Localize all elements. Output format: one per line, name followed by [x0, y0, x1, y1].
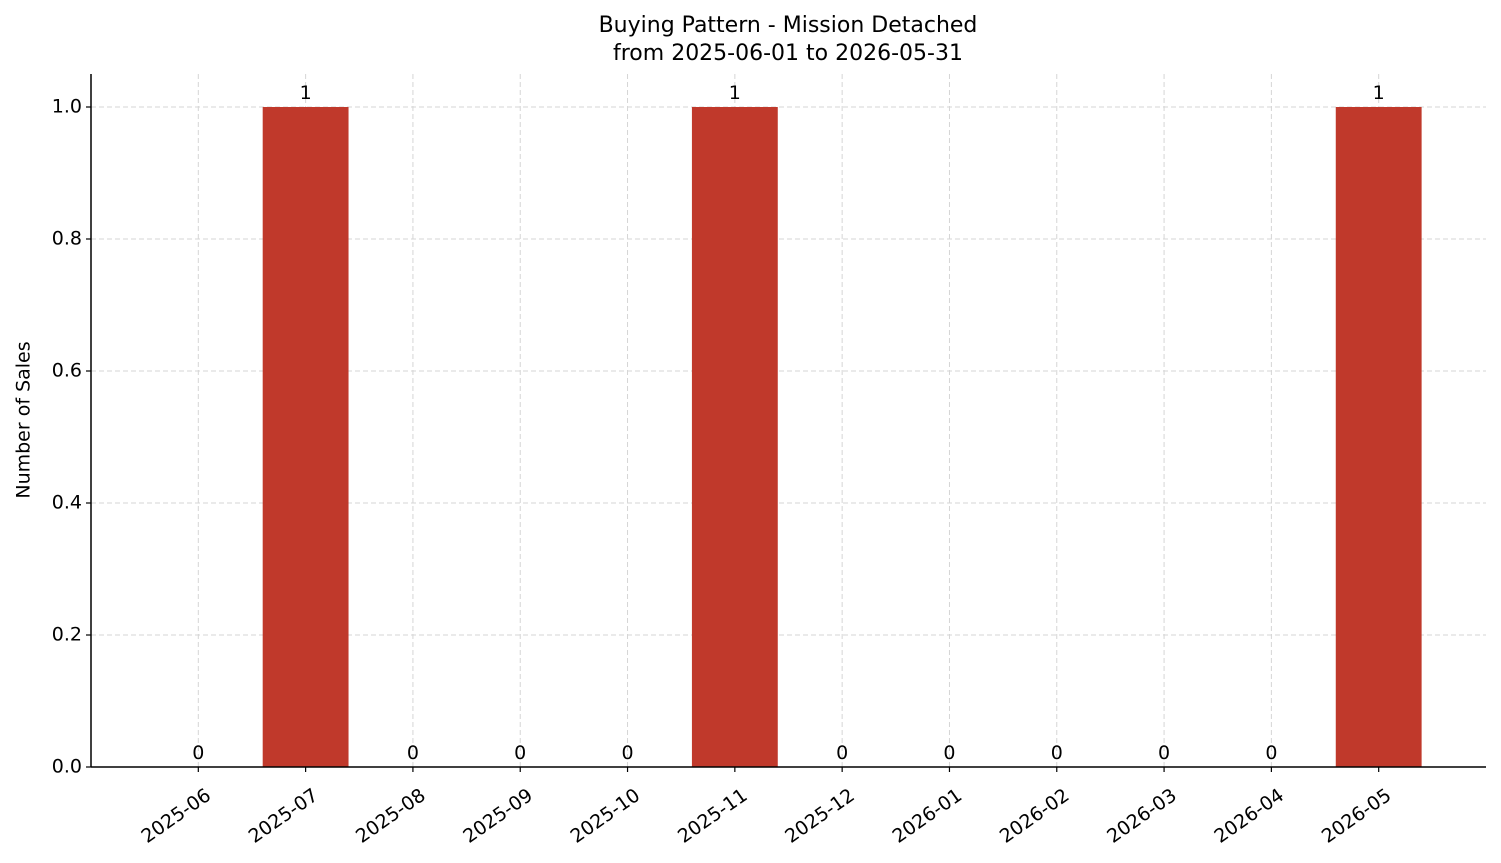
bar	[262, 107, 349, 767]
y-tick-label: 0.6	[52, 360, 82, 382]
data-label: 0	[407, 742, 419, 764]
y-axis-label: Number of Sales	[13, 341, 35, 498]
y-tick-label: 0.2	[52, 624, 82, 646]
data-label: 1	[300, 82, 312, 104]
x-tick-label: 2025-10	[567, 784, 645, 848]
x-tick-label: 2025-08	[352, 784, 430, 848]
y-tick-label: 0.8	[52, 228, 82, 250]
y-tick-label: 0.0	[52, 756, 82, 778]
data-label: 0	[621, 742, 633, 764]
chart-title: Buying Pattern - Mission Detached	[599, 13, 978, 38]
y-tick-label: 0.4	[52, 492, 82, 514]
data-label: 0	[1051, 742, 1063, 764]
chart-subtitle: from 2025-06-01 to 2026-05-31	[613, 41, 963, 66]
x-tick-label: 2025-09	[459, 784, 537, 848]
x-tick-label: 2026-02	[996, 784, 1074, 848]
bar	[691, 107, 778, 767]
data-label: 1	[729, 82, 741, 104]
x-tick-label: 2025-07	[245, 784, 323, 848]
data-label: 0	[514, 742, 526, 764]
x-tick-label: 2025-06	[137, 784, 215, 848]
data-label: 0	[192, 742, 204, 764]
y-tick-label: 1.0	[52, 96, 82, 118]
x-tick-label: 2025-12	[781, 784, 859, 848]
data-label: 0	[1158, 742, 1170, 764]
data-label: 0	[943, 742, 955, 764]
data-label: 0	[836, 742, 848, 764]
x-tick-label: 2025-11	[674, 784, 752, 848]
x-tick-label: 2026-05	[1318, 784, 1396, 848]
x-tick-label: 2026-01	[888, 784, 966, 848]
data-label: 1	[1373, 82, 1385, 104]
bar	[1335, 107, 1422, 767]
x-tick-label: 2026-03	[1103, 784, 1181, 848]
x-tick-label: 2026-04	[1210, 784, 1288, 848]
data-label: 0	[1265, 742, 1277, 764]
